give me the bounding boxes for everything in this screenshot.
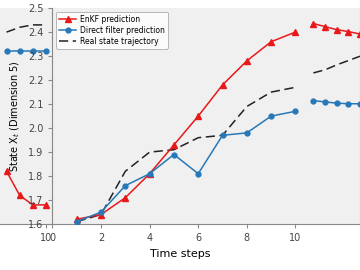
Real state trajectory (75, 220, 79, 223)
Y-axis label: State X$_t$ (Dimension 5): State X$_t$ (Dimension 5) (9, 60, 22, 172)
Direct filter prediction (172, 153, 176, 156)
EnKF prediction (196, 114, 201, 118)
Real state trajectory (172, 148, 176, 151)
Legend: EnKF prediction, Direct filter prediction, Real state trajectory: EnKF prediction, Direct filter predictio… (56, 12, 168, 49)
Direct filter prediction (99, 211, 103, 214)
Direct filter prediction (220, 134, 225, 137)
EnKF prediction (148, 172, 152, 175)
EnKF prediction (99, 213, 103, 216)
Real state trajectory (148, 150, 152, 154)
Real state trajectory (123, 170, 127, 173)
EnKF prediction (123, 196, 127, 199)
EnKF prediction (293, 31, 298, 34)
Direct filter prediction (269, 114, 273, 118)
EnKF prediction (245, 59, 249, 63)
Direct filter prediction (75, 220, 79, 223)
EnKF prediction (269, 40, 273, 43)
Real state trajectory (245, 105, 249, 108)
Direct filter prediction (123, 184, 127, 187)
Real state trajectory (220, 134, 225, 137)
Line: EnKF prediction: EnKF prediction (73, 29, 298, 222)
Direct filter prediction (148, 172, 152, 175)
Real state trajectory (99, 213, 103, 216)
Line: Real state trajectory: Real state trajectory (77, 87, 296, 222)
Real state trajectory (196, 136, 201, 139)
X-axis label: Time steps: Time steps (150, 249, 210, 259)
EnKF prediction (75, 218, 79, 221)
Real state trajectory (293, 86, 298, 89)
Direct filter prediction (293, 110, 298, 113)
EnKF prediction (172, 143, 176, 147)
Direct filter prediction (245, 131, 249, 134)
Line: Direct filter prediction: Direct filter prediction (74, 109, 298, 224)
Direct filter prediction (196, 172, 201, 175)
Real state trajectory (269, 90, 273, 94)
EnKF prediction (220, 83, 225, 86)
